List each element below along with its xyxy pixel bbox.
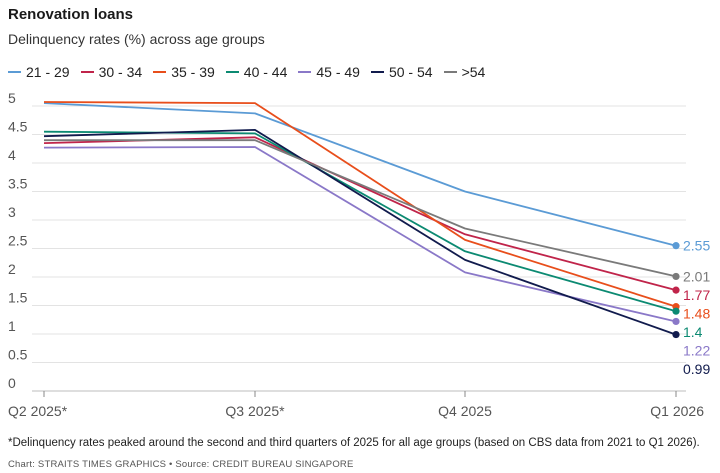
legend-swatch [8,71,21,73]
series-end-dot-4 [672,307,680,315]
chart-legend: 21 - 29 30 - 34 35 - 39 40 - 44 45 - 49 50 - … [8,64,496,80]
x-tick-label: Q1 2026 [650,403,704,419]
series-end-label-3: 1.48 [683,305,710,321]
series-end-label-1: 2.55 [683,238,710,254]
chart-subtitle: Delinquency rates (%) across age groups [8,31,265,47]
series-end-dot-6 [672,330,680,339]
legend-item-7: >54 [443,64,486,80]
x-tick-label: Q2 2025* [8,403,68,419]
series-end-label-7: 2.01 [683,268,710,284]
y-tick-label: 1.5 [8,290,28,306]
y-tick-label: 3 [8,204,16,220]
x-tick-label: Q4 2025 [438,403,492,419]
legend-item-3: 35 - 39 [153,64,215,80]
series-end-label-6: 0.99 [683,361,710,377]
legend-label: >54 [461,64,486,80]
legend-item-6: 50 - 54 [370,64,433,80]
legend-swatch [370,71,384,73]
series-line-2 [43,136,677,291]
y-tick-label: 4.5 [8,119,28,135]
series-end-dot-7 [672,272,680,281]
y-tick-label: 5 [8,90,16,106]
legend-swatch [443,71,457,73]
legend-swatch [225,71,239,73]
legend-label: 50 - 54 [388,64,433,80]
series-line-3 [43,101,677,308]
series-line-6 [43,128,677,336]
y-tick-label: 2.5 [8,233,28,249]
series-end-label-5: 1.22 [683,342,710,358]
legend-item-4: 40 - 44 [225,64,288,80]
series-end-dot-2 [672,286,680,294]
legend-swatch [298,71,312,73]
series-end-label-4: 1.4 [683,324,703,340]
x-tick-label: Q3 2025* [225,403,285,419]
legend-label: 40 - 44 [243,64,288,80]
chart-title: Renovation loans [8,6,134,23]
legend-label: 35 - 39 [171,64,215,80]
legend-label: 30 - 34 [98,64,143,80]
chart-credit: Chart: STRAITS TIMES GRAPHICS • Source: … [8,459,354,470]
series-line-1 [43,102,677,247]
chart-footnote: *Delinquency rates peaked around the sec… [8,437,700,449]
legend-item-5: 45 - 49 [298,64,360,80]
legend-swatch [80,71,94,73]
series-end-label-2: 1.77 [683,287,710,303]
y-tick-label: 1 [8,318,16,334]
y-tick-label: 0 [8,375,16,391]
series-line-7 [44,139,677,278]
legend-item-2: 30 - 34 [80,64,143,80]
legend-label: 21 - 29 [26,64,70,80]
series-line-5 [43,146,677,323]
y-tick-label: 4 [8,147,16,163]
legend-item-1: 21 - 29 [8,64,70,80]
series-end-dot-1 [672,242,680,250]
y-tick-label: 2 [8,261,16,277]
y-tick-label: 0.5 [8,347,28,363]
legend-swatch [153,71,167,73]
series-end-dot-5 [672,317,680,326]
legend-label: 45 - 49 [316,64,360,80]
y-tick-label: 3.5 [8,176,28,192]
